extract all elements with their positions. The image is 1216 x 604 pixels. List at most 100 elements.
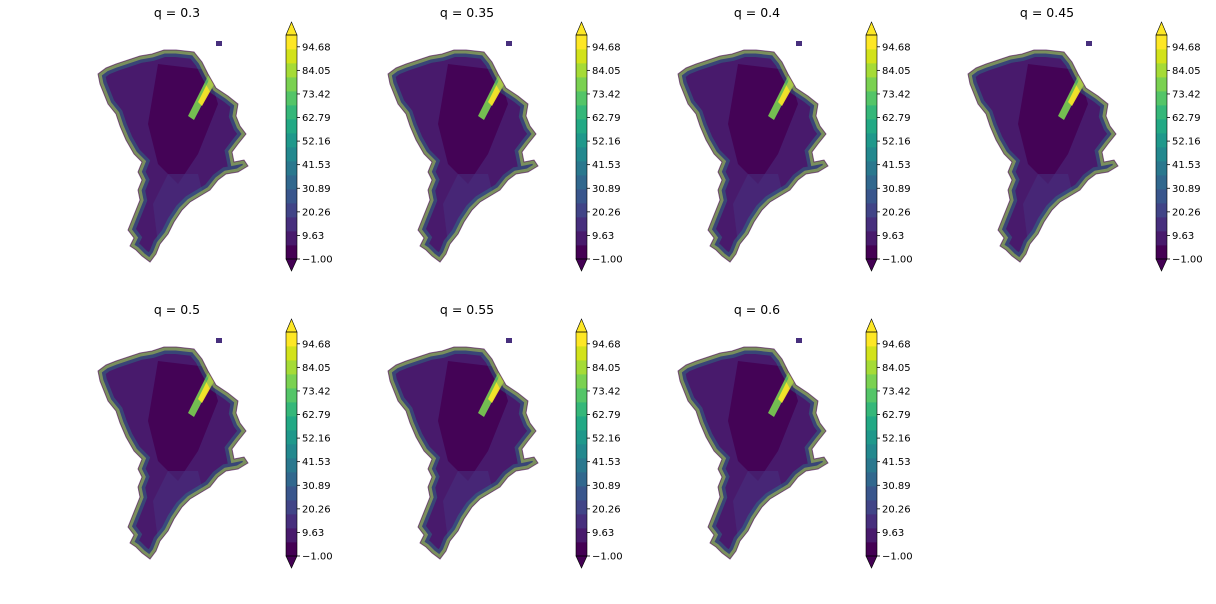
colorbar-tick-label: −1.00 (302, 255, 333, 266)
colorbar-extend-min (1155, 258, 1168, 272)
colorbar-segment (866, 444, 877, 459)
colorbar-segment (576, 360, 587, 375)
greenland-map (967, 41, 1119, 263)
colorbar-segment (576, 217, 587, 232)
colorbar-segment (286, 189, 297, 204)
colorbar-segment (576, 63, 587, 78)
colorbar-segment (576, 175, 587, 190)
panel-title: q = 0.55 (440, 302, 494, 317)
colorbar-segment (576, 528, 587, 543)
colorbar-segment (576, 147, 587, 162)
colorbar-segment (576, 472, 587, 487)
colorbar-tick-label: 9.63 (302, 231, 324, 242)
colorbar-tick-label: 20.26 (592, 207, 621, 218)
colorbar-segment (286, 416, 297, 431)
greenland-map (97, 41, 249, 263)
colorbar-tick-label: 9.63 (882, 528, 904, 539)
colorbar-tick-label: 84.05 (882, 363, 911, 374)
colorbar-segment (576, 91, 587, 106)
greenland-map (387, 41, 539, 263)
colorbar-tick-label: 9.63 (592, 231, 614, 242)
colorbar-extend-max (285, 21, 298, 36)
colorbar-tick-label: 84.05 (1172, 66, 1201, 77)
colorbar-segment (286, 486, 297, 501)
panel-title: q = 0.6 (734, 302, 780, 317)
colorbar-segment (576, 402, 587, 417)
colorbar-segment (866, 346, 877, 361)
colorbar-tick-label: 41.53 (882, 160, 911, 171)
colorbar-segment (1156, 105, 1167, 120)
colorbar-tick-label: 52.16 (1172, 137, 1201, 148)
greenland-map (677, 338, 829, 560)
colorbar-segment (576, 416, 587, 431)
islet (506, 338, 512, 343)
colorbar-segment (286, 119, 297, 134)
colorbar-segment (286, 203, 297, 218)
colorbar-segment (286, 388, 297, 403)
colorbar-tick-label: 62.79 (1172, 113, 1201, 124)
colorbar-segment (286, 360, 297, 375)
colorbar-segment (576, 486, 587, 501)
colorbar-tick-label: 84.05 (592, 363, 621, 374)
colorbar-segment (866, 542, 877, 557)
colorbar-tick-label: 73.42 (302, 386, 331, 397)
colorbar: 94.68 84.05 73.42 62.79 52.16 41.53 30.89 20.26… (865, 21, 913, 272)
colorbar-tick-label: 94.68 (592, 339, 621, 350)
colorbar-segment (866, 91, 877, 106)
colorbar-tick-label: 30.89 (592, 184, 621, 195)
colorbar-tick-label: 73.42 (592, 89, 621, 100)
colorbar-segment (286, 444, 297, 459)
colorbar-segment (286, 161, 297, 176)
colorbar-segment (286, 245, 297, 260)
panel-title: q = 0.3 (154, 5, 200, 20)
colorbar-extend-min (575, 555, 588, 569)
greenland-map (387, 338, 539, 560)
colorbar-tick-label: 62.79 (882, 410, 911, 421)
colorbar-tick-label: 73.42 (1172, 89, 1201, 100)
colorbar-segment (1156, 161, 1167, 176)
colorbar-tick-label: −1.00 (592, 255, 623, 266)
colorbar-segment (286, 346, 297, 361)
colorbar-tick-label: 62.79 (592, 410, 621, 421)
colorbar-segment (576, 514, 587, 529)
colorbar-segment (866, 528, 877, 543)
colorbar-tick-label: 84.05 (882, 66, 911, 77)
colorbar-tick-label: 30.89 (1172, 184, 1201, 195)
colorbar-segment (866, 231, 877, 246)
islet (1086, 41, 1092, 46)
colorbar-tick-label: 9.63 (302, 528, 324, 539)
colorbar-segment (1156, 147, 1167, 162)
colorbar-tick-label: −1.00 (302, 552, 333, 563)
panel-title: q = 0.5 (154, 302, 200, 317)
panel: q = 0.35 94.68 84.05 73.42 62.79 52.16 41.53 30… (387, 5, 623, 272)
colorbar-segment (1156, 245, 1167, 260)
colorbar-segment (866, 360, 877, 375)
islet (216, 338, 222, 343)
colorbar-extend-max (865, 318, 878, 333)
colorbar-segment (866, 402, 877, 417)
colorbar-segment (576, 77, 587, 92)
colorbar-segment (576, 189, 587, 204)
colorbar-segment (286, 528, 297, 543)
colorbar-tick-label: −1.00 (882, 255, 913, 266)
colorbar-tick-label: 41.53 (882, 457, 911, 468)
colorbar-tick-label: 30.89 (302, 184, 331, 195)
colorbar-segment (866, 189, 877, 204)
colorbar-segment (1156, 35, 1167, 50)
colorbar-segment (1156, 203, 1167, 218)
colorbar-segment (1156, 175, 1167, 190)
colorbar-segment (286, 402, 297, 417)
islet (506, 41, 512, 46)
colorbar-segment (1156, 91, 1167, 106)
colorbar-tick-label: 62.79 (302, 410, 331, 421)
colorbar-segment (286, 91, 297, 106)
colorbar-tick-label: 9.63 (882, 231, 904, 242)
colorbar-segment (286, 49, 297, 64)
islet (796, 338, 802, 343)
colorbar-segment (1156, 49, 1167, 64)
colorbar: 94.68 84.05 73.42 62.79 52.16 41.53 30.89 20.26… (575, 21, 623, 272)
colorbar-segment (866, 514, 877, 529)
colorbar-segment (866, 161, 877, 176)
colorbar: 94.68 84.05 73.42 62.79 52.16 41.53 30.89 20.26… (1155, 21, 1203, 272)
